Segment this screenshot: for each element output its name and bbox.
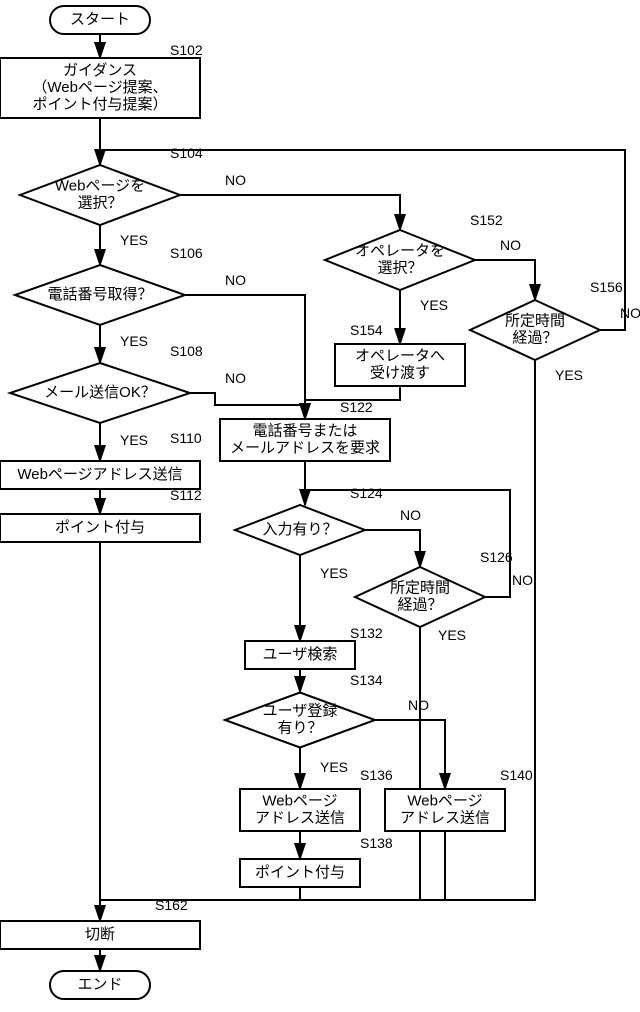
node-s134-line0: ユーザ登録	[263, 702, 338, 719]
node-s134-line1: 有り？	[277, 719, 322, 736]
node-s122-line0: 電話番号または	[252, 422, 357, 439]
step-s110: S110	[170, 430, 202, 446]
node-s106-line0: 電話番号取得？	[47, 286, 152, 303]
step-s108: S108	[170, 343, 203, 359]
node-s102-line2: ポイント付与提案）	[32, 95, 167, 113]
step-s122: S122	[340, 399, 373, 415]
svg-text:YES: YES	[120, 333, 148, 349]
node-s140-line0: Webページ	[407, 792, 482, 809]
node-s154-line0: オペレータへ	[355, 347, 445, 364]
step-s138: S138	[360, 835, 393, 851]
node-start-line0: スタート	[70, 11, 130, 28]
svg-text:YES: YES	[120, 232, 148, 248]
step-s156: S156	[590, 279, 623, 295]
svg-text:NO: NO	[225, 172, 246, 188]
step-s126: S126	[480, 549, 513, 565]
node-s112-line0: ポイント付与	[55, 519, 145, 536]
node-s140-line1: アドレス送信	[400, 809, 490, 826]
step-s104: S104	[170, 145, 203, 161]
step-s112: S112	[170, 487, 202, 503]
step-s102: S102	[170, 42, 203, 58]
svg-text:NO: NO	[620, 305, 640, 321]
svg-text:NO: NO	[400, 507, 421, 523]
svg-text:YES: YES	[120, 432, 148, 448]
node-s152-line0: オペレータを	[355, 242, 445, 259]
svg-text:NO: NO	[225, 370, 246, 386]
node-s122-line1: メールアドレスを要求	[230, 439, 380, 456]
svg-text:NO: NO	[225, 272, 246, 288]
node-s126-line1: 経過？	[397, 596, 442, 613]
step-s152: S152	[470, 212, 503, 228]
step-s124: S124	[350, 485, 383, 501]
svg-text:YES: YES	[320, 759, 348, 775]
svg-text:YES: YES	[420, 297, 448, 313]
step-s140: S140	[500, 767, 533, 783]
node-s138-line0: ポイント付与	[255, 864, 345, 881]
svg-text:YES: YES	[555, 367, 583, 383]
node-s102-line1: （Webページ提案、	[32, 78, 167, 96]
step-s132: S132	[350, 625, 383, 641]
step-s134: S134	[350, 672, 383, 688]
svg-text:NO: NO	[500, 237, 521, 253]
node-s108-line0: メール送信OK？	[44, 384, 156, 401]
node-s156-line0: 所定時間	[505, 312, 565, 329]
node-s132-line0: ユーザ検索	[263, 646, 338, 663]
node-s124-line0: 入力有り？	[262, 521, 337, 538]
step-s154: S154	[350, 322, 383, 338]
node-s154-line1: 受け渡す	[370, 364, 430, 381]
svg-text:YES: YES	[320, 565, 348, 581]
step-s136: S136	[360, 767, 393, 783]
node-end-line0: エンド	[77, 976, 122, 993]
node-s126-line0: 所定時間	[390, 579, 450, 596]
node-s110-line0: Webページアドレス送信	[17, 466, 182, 483]
node-s104-line0: Webページを	[55, 177, 145, 194]
node-s136-line0: Webページ	[262, 792, 337, 809]
svg-text:YES: YES	[438, 627, 466, 643]
svg-text:NO: NO	[512, 572, 533, 588]
svg-text:NO: NO	[408, 697, 429, 713]
node-s162-line0: 切断	[85, 926, 115, 943]
node-s152-line1: 選択？	[377, 259, 422, 276]
node-s102-line0: ガイダンス	[63, 62, 137, 79]
node-s156-line1: 経過？	[512, 329, 557, 346]
step-s106: S106	[170, 245, 203, 261]
step-s162: S162	[155, 897, 188, 913]
node-s104-line1: 選択？	[77, 194, 122, 211]
node-s136-line1: アドレス送信	[255, 809, 345, 826]
